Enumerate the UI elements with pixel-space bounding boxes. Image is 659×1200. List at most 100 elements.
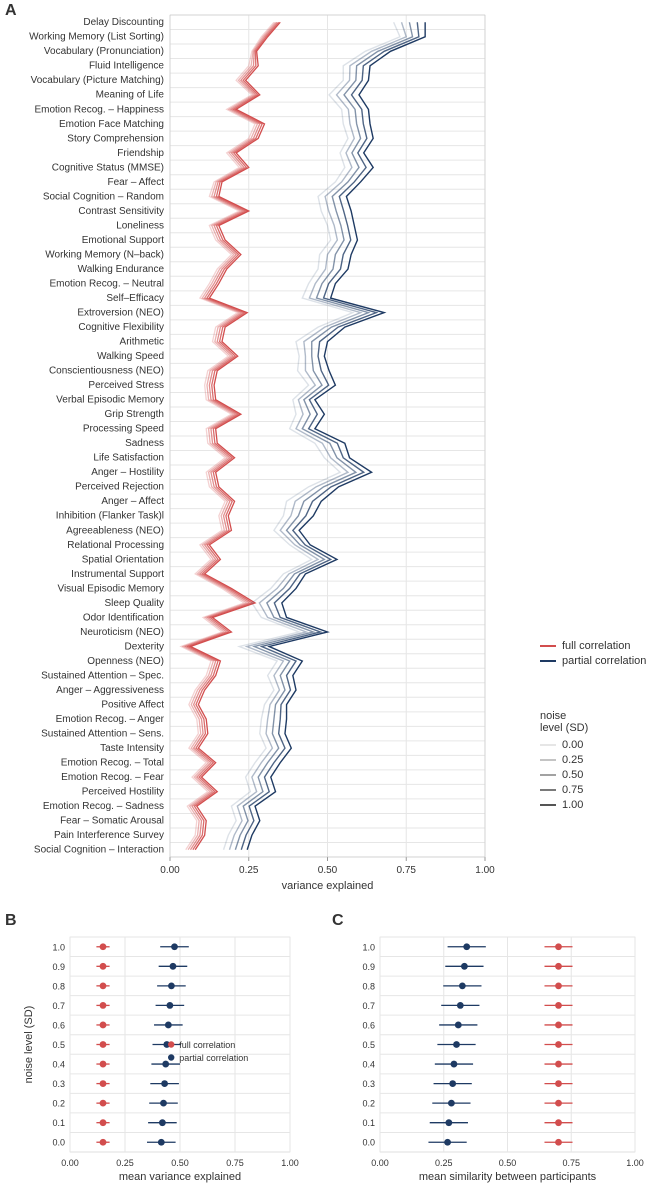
- svg-text:Emotion Recog. – Fear: Emotion Recog. – Fear: [61, 772, 164, 783]
- svg-text:Meaning of Life: Meaning of Life: [96, 90, 165, 101]
- svg-text:Anger – Affect: Anger – Affect: [101, 496, 164, 507]
- svg-text:0.3: 0.3: [362, 1079, 375, 1089]
- svg-text:0.00: 0.00: [371, 1158, 389, 1168]
- svg-text:0.7: 0.7: [362, 1001, 375, 1011]
- legend-noise-item: 0.25: [540, 754, 588, 766]
- svg-text:Walking Endurance: Walking Endurance: [78, 264, 165, 275]
- svg-text:Openness (NEO): Openness (NEO): [87, 656, 164, 667]
- svg-text:1.00: 1.00: [626, 1158, 644, 1168]
- legend-noise: noise level (SD)0.000.250.500.751.00: [540, 710, 588, 814]
- svg-text:0.8: 0.8: [362, 981, 375, 991]
- svg-text:Neuroticism (NEO): Neuroticism (NEO): [80, 627, 164, 638]
- svg-text:0.50: 0.50: [318, 865, 338, 876]
- svg-text:Emotion Recog. – Happiness: Emotion Recog. – Happiness: [34, 104, 164, 115]
- svg-text:Emotion Face Matching: Emotion Face Matching: [59, 119, 164, 130]
- svg-text:0.0: 0.0: [52, 1138, 65, 1148]
- svg-text:Agreeableness (NEO): Agreeableness (NEO): [66, 525, 164, 536]
- svg-text:Self–Efficacy: Self–Efficacy: [106, 293, 164, 304]
- svg-text:0.75: 0.75: [226, 1158, 244, 1168]
- svg-text:0.25: 0.25: [239, 865, 259, 876]
- svg-text:Processing Speed: Processing Speed: [83, 424, 164, 435]
- legend-noise-item: 0.75: [540, 784, 588, 796]
- svg-text:Working Memory (N–back): Working Memory (N–back): [45, 249, 164, 260]
- legend-noise-item: 0.50: [540, 769, 588, 781]
- svg-text:Vocabulary (Picture Matching): Vocabulary (Picture Matching): [31, 75, 164, 86]
- svg-text:0.8: 0.8: [52, 981, 65, 991]
- svg-text:1.00: 1.00: [475, 865, 495, 876]
- svg-text:partial correlation: partial correlation: [179, 1053, 248, 1063]
- svg-text:0.5: 0.5: [362, 1040, 375, 1050]
- svg-text:Fear – Somatic Arousal: Fear – Somatic Arousal: [60, 816, 164, 827]
- svg-text:Perceived Rejection: Perceived Rejection: [75, 482, 164, 493]
- svg-text:Fluid Intelligence: Fluid Intelligence: [89, 61, 164, 72]
- svg-text:Positive Affect: Positive Affect: [101, 699, 164, 710]
- svg-text:Instrumental Support: Instrumental Support: [71, 569, 164, 580]
- svg-text:0.4: 0.4: [362, 1060, 375, 1070]
- svg-text:0.2: 0.2: [52, 1099, 65, 1109]
- svg-text:0.9: 0.9: [52, 962, 65, 972]
- svg-text:Conscientiousness (NEO): Conscientiousness (NEO): [49, 366, 164, 377]
- svg-text:Grip Strength: Grip Strength: [105, 409, 164, 420]
- svg-text:Social Cognition – Random: Social Cognition – Random: [43, 191, 164, 202]
- legend-correlation: full correlation partial correlation: [540, 640, 646, 670]
- svg-text:1.0: 1.0: [362, 942, 375, 952]
- svg-text:0.2: 0.2: [362, 1099, 375, 1109]
- svg-text:Vocabulary (Pronunciation): Vocabulary (Pronunciation): [44, 46, 164, 57]
- svg-text:Loneliness: Loneliness: [116, 220, 164, 231]
- svg-text:Sustained Attention – Sens.: Sustained Attention – Sens.: [41, 729, 164, 740]
- svg-text:0.25: 0.25: [116, 1158, 134, 1168]
- svg-text:Arithmetic: Arithmetic: [120, 337, 164, 348]
- svg-text:Working Memory (List Sorting): Working Memory (List Sorting): [29, 32, 164, 43]
- legend-item: partial correlation: [540, 655, 646, 667]
- svg-text:1.0: 1.0: [52, 942, 65, 952]
- svg-text:Life Satisfaction: Life Satisfaction: [93, 453, 164, 464]
- legend-item: full correlation: [540, 640, 646, 652]
- svg-text:0.1: 0.1: [362, 1118, 375, 1128]
- svg-text:0.5: 0.5: [52, 1040, 65, 1050]
- svg-text:Spatial Orientation: Spatial Orientation: [82, 554, 164, 565]
- svg-text:0.00: 0.00: [61, 1158, 79, 1168]
- svg-text:Sleep Quality: Sleep Quality: [105, 598, 164, 609]
- svg-text:Perceived Hostility: Perceived Hostility: [82, 787, 164, 798]
- svg-text:Visual Episodic Memory: Visual Episodic Memory: [57, 583, 164, 594]
- svg-text:0.50: 0.50: [499, 1158, 517, 1168]
- svg-text:variance explained: variance explained: [282, 880, 374, 892]
- panel-b-chart: 0.00.10.20.30.40.50.60.70.80.91.00.000.2…: [0, 910, 330, 1200]
- svg-text:Fear – Affect: Fear – Affect: [107, 177, 164, 188]
- svg-text:Social Cognition – Interaction: Social Cognition – Interaction: [34, 845, 164, 856]
- svg-text:1.00: 1.00: [281, 1158, 299, 1168]
- svg-text:noise level (SD): noise level (SD): [23, 1006, 35, 1084]
- svg-text:0.0: 0.0: [362, 1138, 375, 1148]
- svg-text:0.6: 0.6: [362, 1020, 375, 1030]
- svg-text:Inhibition (Flanker Task)l: Inhibition (Flanker Task)l: [56, 511, 164, 522]
- svg-text:Delay Discounting: Delay Discounting: [83, 17, 164, 28]
- svg-text:Contrast Sensitivity: Contrast Sensitivity: [78, 206, 164, 217]
- svg-text:mean variance explained: mean variance explained: [119, 1171, 241, 1183]
- svg-text:Emotion Recog. – Neutral: Emotion Recog. – Neutral: [49, 278, 164, 289]
- svg-text:0.1: 0.1: [52, 1118, 65, 1128]
- svg-text:Story Comprehension: Story Comprehension: [67, 133, 164, 144]
- svg-text:Anger – Hostility: Anger – Hostility: [91, 467, 164, 478]
- svg-text:Cognitive Flexibility: Cognitive Flexibility: [78, 322, 164, 333]
- svg-text:Odor Identification: Odor Identification: [83, 612, 164, 623]
- svg-text:full correlation: full correlation: [179, 1040, 235, 1050]
- svg-text:Relational Processing: Relational Processing: [67, 540, 164, 551]
- svg-text:Walking Speed: Walking Speed: [97, 351, 164, 362]
- svg-text:Emotional Support: Emotional Support: [82, 235, 164, 246]
- svg-text:0.4: 0.4: [52, 1060, 65, 1070]
- figure: { "panelA": { "label": "A", "type": "lin…: [0, 0, 659, 1199]
- svg-text:0.50: 0.50: [171, 1158, 189, 1168]
- svg-text:Anger – Aggressiveness: Anger – Aggressiveness: [56, 685, 164, 696]
- svg-text:0.25: 0.25: [435, 1158, 453, 1168]
- svg-text:0.75: 0.75: [397, 865, 417, 876]
- svg-text:Pain Interference Survey: Pain Interference Survey: [54, 830, 164, 841]
- svg-text:0.3: 0.3: [52, 1079, 65, 1089]
- svg-text:Extroversion (NEO): Extroversion (NEO): [77, 308, 164, 319]
- svg-text:Perceived Stress: Perceived Stress: [88, 380, 164, 391]
- svg-text:Dexterity: Dexterity: [125, 641, 164, 652]
- legend-noise-item: 0.00: [540, 739, 588, 751]
- svg-text:Verbal Episodic Memory: Verbal Episodic Memory: [56, 395, 164, 406]
- svg-text:Taste Intensity: Taste Intensity: [100, 743, 164, 754]
- svg-text:Emotion Recog. – Anger: Emotion Recog. – Anger: [56, 714, 165, 725]
- svg-text:0.7: 0.7: [52, 1001, 65, 1011]
